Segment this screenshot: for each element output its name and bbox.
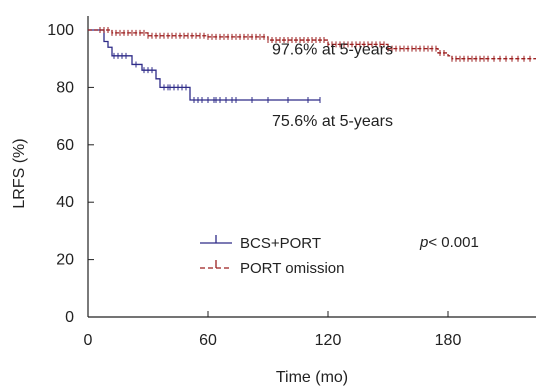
axes: 0 20 40 60 80 100 0 60 120 180 Time (mo) LRFS (%): [11, 16, 536, 386]
legend-label: PORT omission: [240, 260, 344, 277]
x-axis-title: Time (mo): [276, 369, 348, 386]
x-tick-label: 120: [315, 332, 342, 349]
y-axis-title: LRFS (%): [11, 138, 28, 208]
y-tick-label: 20: [56, 252, 74, 269]
x-tick-label: 60: [199, 332, 217, 349]
p-value-symbol: p: [419, 234, 428, 251]
y-tick-label: 0: [65, 309, 74, 326]
annotation-label: 75.6% at 5-years: [272, 113, 393, 130]
x-tick-label: 0: [84, 332, 93, 349]
y-tick-label: 100: [47, 22, 74, 39]
x-tick-label: 180: [435, 332, 462, 349]
y-tick-label: 60: [56, 137, 74, 154]
y-tick-label: 40: [56, 194, 74, 211]
legend-label: BCS+PORT: [240, 235, 321, 252]
p-value-label: p< 0.001: [419, 234, 479, 251]
series-line: [88, 29, 320, 101]
legend: BCS+PORT PORT omission p< 0.001: [200, 234, 479, 277]
annotation-layer: 97.6% at 5-years 75.6% at 5-years: [272, 41, 393, 130]
p-value-text: < 0.001: [428, 234, 478, 251]
series-layer: [88, 27, 536, 104]
y-tick-label: 80: [56, 79, 74, 96]
series-1: [88, 29, 321, 104]
annotation-label: 97.6% at 5-years: [272, 41, 393, 58]
series-2: [88, 27, 536, 62]
